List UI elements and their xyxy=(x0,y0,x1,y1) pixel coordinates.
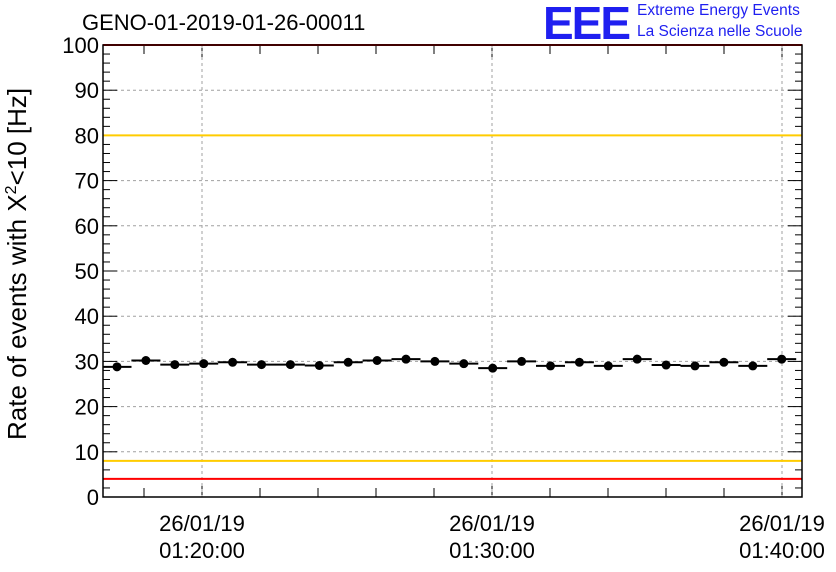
data-point xyxy=(488,363,498,373)
x-tick-date-label: 26/01/19 xyxy=(449,511,535,536)
data-point xyxy=(170,360,180,370)
x-tick-date-label: 26/01/19 xyxy=(159,511,245,536)
y-tick-label: 20 xyxy=(75,395,99,420)
y-tick-label: 90 xyxy=(75,78,99,103)
y-tick-label: 70 xyxy=(75,169,99,194)
data-point xyxy=(632,354,642,364)
x-tick-time-label: 01:40:00 xyxy=(739,538,825,563)
logo-subtitle-2: La Scienza nelle Scuole xyxy=(637,23,803,40)
data-point xyxy=(401,354,411,364)
y-tick-label: 60 xyxy=(75,214,99,239)
y-tick-label: 10 xyxy=(75,440,99,465)
chart-title: GENO-01-2019-01-26-00011 xyxy=(82,10,366,35)
data-point xyxy=(372,355,382,365)
y-tick-label: 40 xyxy=(75,304,99,329)
y-tick-label: 80 xyxy=(75,123,99,148)
data-point xyxy=(314,360,324,370)
x-tick-time-label: 01:30:00 xyxy=(449,538,535,563)
data-point xyxy=(430,356,440,366)
data-point xyxy=(199,359,209,369)
x-tick-date-label: 26/01/19 xyxy=(739,511,825,536)
data-point xyxy=(777,354,787,364)
data-point xyxy=(546,361,555,371)
data-point xyxy=(690,361,700,371)
data-point xyxy=(343,357,353,367)
y-tick-label: 30 xyxy=(75,349,99,374)
data-point xyxy=(285,360,295,370)
data-point xyxy=(603,361,613,371)
y-tick-label: 0 xyxy=(87,485,99,510)
y-tick-label: 100 xyxy=(62,33,99,58)
y-tick-label: 50 xyxy=(75,259,99,284)
plot-frame xyxy=(102,44,803,498)
data-point xyxy=(748,361,758,371)
logo-subtitle-1: Extreme Energy Events xyxy=(637,2,800,19)
data-point xyxy=(574,357,584,367)
data-point xyxy=(257,360,266,370)
data-point xyxy=(459,359,469,369)
data-point xyxy=(719,357,729,367)
data-point xyxy=(228,357,238,367)
x-tick-time-label: 01:20:00 xyxy=(159,538,245,563)
data-point xyxy=(661,360,671,370)
data-point xyxy=(141,355,151,365)
data-point xyxy=(517,356,527,366)
data-point xyxy=(112,362,122,372)
eee-logo: EEE xyxy=(543,0,631,49)
